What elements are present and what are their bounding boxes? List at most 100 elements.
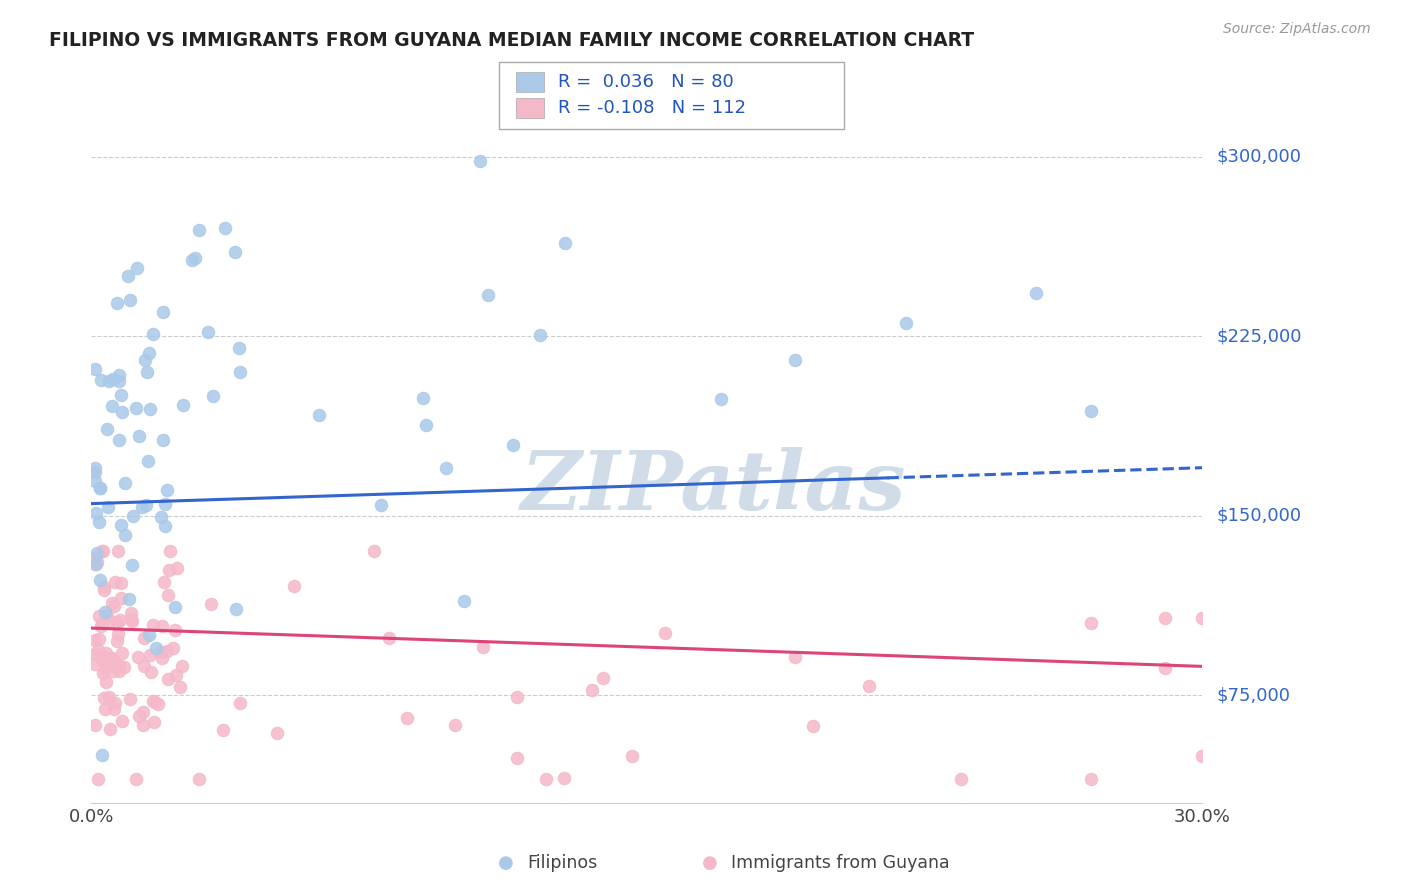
Text: $75,000: $75,000 — [1216, 686, 1291, 704]
Point — [152, 619, 174, 633]
Point — [149, 509, 172, 524]
Point — [180, 253, 202, 268]
Text: ZIPatlas: ZIPatlas — [520, 447, 905, 527]
Point — [103, 653, 125, 667]
Point — [224, 245, 246, 260]
Point — [89, 574, 111, 588]
Point — [107, 375, 129, 389]
Point — [87, 772, 110, 786]
Point — [93, 544, 115, 558]
Point — [84, 717, 107, 731]
Point — [108, 368, 131, 383]
Point — [96, 608, 118, 623]
Point — [166, 561, 188, 575]
Point — [84, 557, 107, 571]
Point — [138, 627, 160, 641]
Point — [212, 723, 235, 738]
Point — [118, 592, 141, 607]
Point — [170, 659, 193, 673]
Point — [122, 508, 145, 523]
Point — [90, 652, 112, 666]
Point — [121, 558, 143, 572]
Point — [114, 475, 136, 490]
Point — [114, 528, 136, 542]
Point — [84, 657, 107, 671]
Point — [120, 612, 142, 626]
Point — [110, 388, 132, 402]
Point — [377, 631, 399, 645]
Point — [229, 365, 252, 379]
Point — [153, 574, 176, 589]
Point — [141, 665, 163, 679]
Point — [89, 481, 111, 495]
Point — [470, 154, 492, 169]
Point — [107, 544, 129, 558]
Text: $150,000: $150,000 — [1216, 507, 1301, 524]
Point — [107, 658, 129, 673]
Point — [110, 517, 132, 532]
Point — [103, 575, 125, 590]
Point — [94, 675, 117, 690]
Point — [165, 599, 187, 614]
Point — [592, 671, 614, 685]
Point — [90, 544, 112, 558]
Point — [187, 772, 209, 786]
Point — [128, 429, 150, 443]
Point — [125, 401, 148, 415]
Point — [107, 627, 129, 641]
Point — [90, 373, 112, 387]
Point — [142, 694, 165, 708]
Point — [783, 353, 806, 368]
Point — [103, 697, 125, 711]
Point — [1024, 285, 1046, 300]
Point — [84, 465, 107, 479]
Point — [89, 632, 111, 647]
Point — [127, 649, 149, 664]
Point — [858, 679, 880, 693]
Point — [132, 705, 155, 719]
Point — [581, 683, 603, 698]
Point — [142, 714, 165, 729]
Point — [101, 651, 124, 665]
Point — [98, 615, 121, 629]
Point — [93, 666, 115, 681]
Point — [120, 691, 142, 706]
Point — [415, 418, 437, 433]
Point — [97, 374, 120, 388]
Point — [91, 747, 114, 762]
Point — [84, 461, 107, 475]
Point — [101, 596, 124, 610]
Point — [1080, 772, 1102, 786]
Point — [396, 711, 419, 725]
Point — [121, 614, 143, 628]
Point — [111, 405, 134, 419]
Point — [229, 697, 252, 711]
Point — [1080, 616, 1102, 631]
Point — [266, 726, 288, 740]
Point — [529, 328, 551, 343]
Point — [197, 325, 219, 339]
Point — [172, 397, 194, 411]
Point — [89, 609, 111, 624]
Point — [84, 362, 107, 376]
Point — [453, 594, 475, 608]
Point — [156, 483, 179, 497]
Point — [87, 515, 110, 529]
Point — [165, 667, 187, 681]
Point — [101, 372, 124, 386]
Point — [136, 454, 159, 468]
Point — [110, 576, 132, 591]
Point — [97, 690, 120, 705]
Point — [142, 326, 165, 341]
Point — [101, 399, 124, 413]
Point — [93, 690, 115, 705]
Point — [620, 749, 643, 764]
Text: R =  0.036   N = 80: R = 0.036 N = 80 — [558, 73, 734, 91]
Point — [112, 659, 135, 673]
Point — [90, 619, 112, 633]
Point — [105, 615, 128, 630]
Point — [84, 474, 107, 488]
Point — [84, 506, 107, 520]
Point — [139, 648, 162, 662]
Point — [162, 640, 184, 655]
